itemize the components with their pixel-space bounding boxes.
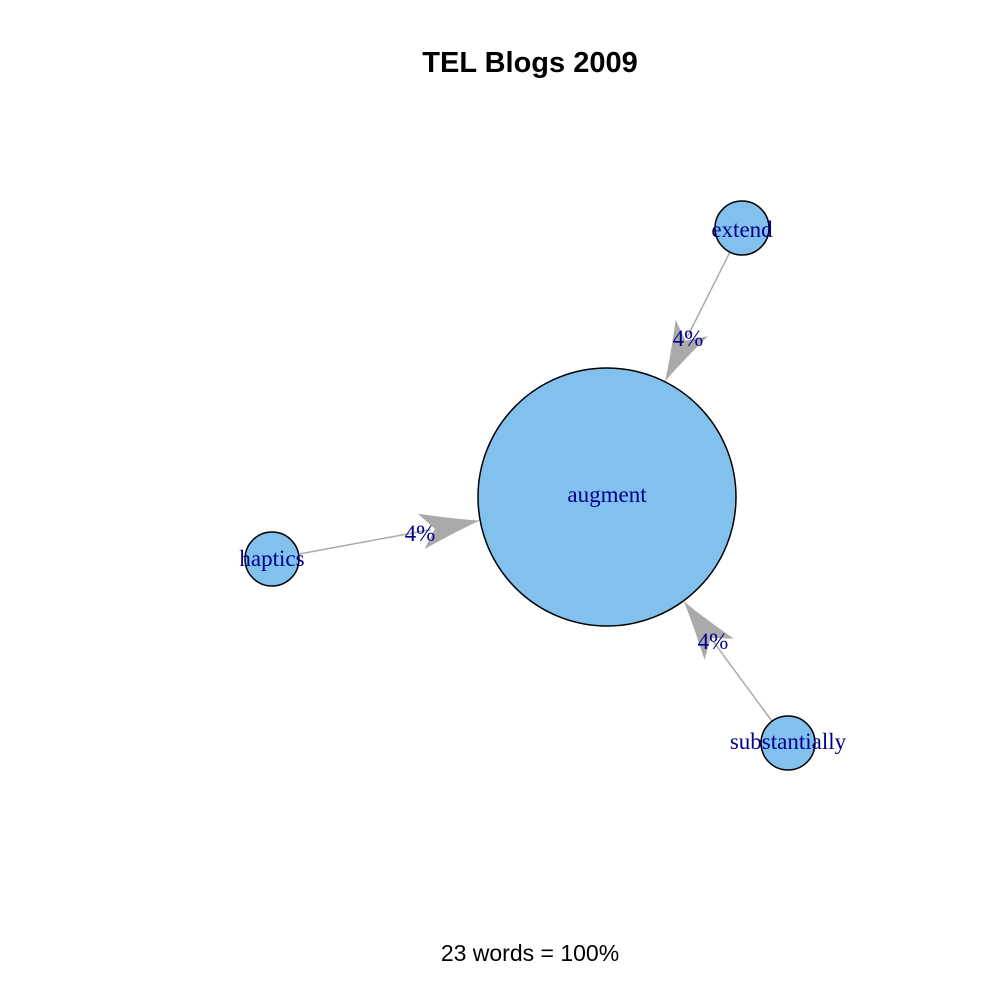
diagram-footer: 23 words = 100% xyxy=(441,940,619,966)
edge-extend-to-augment: 4% xyxy=(664,251,731,382)
node-circle xyxy=(477,367,737,627)
edge-haptics-to-augment: 4% xyxy=(298,513,481,555)
diagram-title: TEL Blogs 2009 xyxy=(422,47,637,79)
edge-weight-label: 4% xyxy=(673,326,704,351)
node-circle xyxy=(714,200,770,256)
node-haptics: haptics xyxy=(239,531,305,587)
edge-arrowhead xyxy=(664,320,708,382)
node-label: augment xyxy=(567,482,647,507)
edge-arrowhead xyxy=(683,600,734,660)
node-label: substantially xyxy=(730,729,847,754)
edges-layer: 4% 4% 4% xyxy=(298,251,773,722)
edge-line xyxy=(712,640,773,722)
node-label: extend xyxy=(711,217,773,242)
node-extend: extend xyxy=(711,200,773,256)
node-circle xyxy=(760,715,816,771)
node-substantially: substantially xyxy=(730,715,847,771)
edge-weight-label: 4% xyxy=(405,521,436,546)
node-circle xyxy=(244,531,300,587)
edge-substantially-to-augment: 4% xyxy=(683,600,773,722)
edge-line xyxy=(298,528,432,555)
node-label: haptics xyxy=(239,546,304,571)
node-augment: augment xyxy=(477,367,737,627)
edge-arrowhead xyxy=(417,513,481,550)
nodes-layer: augment extend haptics substantially xyxy=(239,200,847,771)
edge-line xyxy=(686,251,731,338)
edge-weight-label: 4% xyxy=(698,629,729,654)
